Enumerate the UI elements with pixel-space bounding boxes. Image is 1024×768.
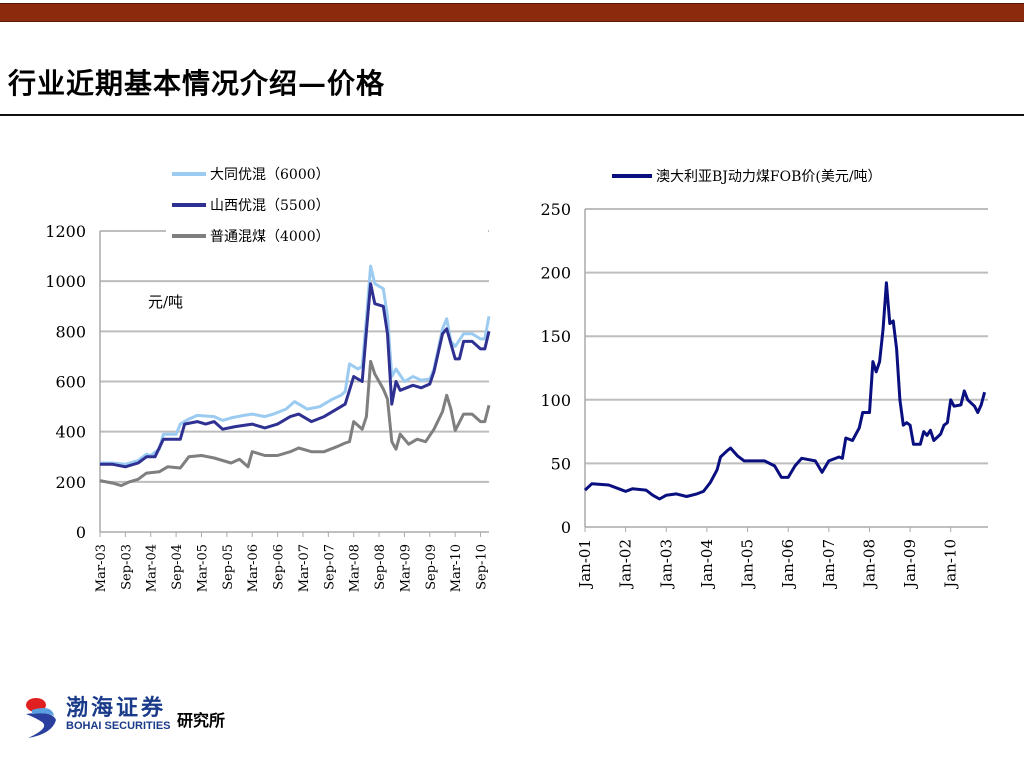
y-tick-label: 200 [55, 473, 86, 492]
series-line-1 [100, 282, 491, 469]
x-tick-label: Jan-07 [820, 539, 838, 590]
y-tick-label: 1200 [45, 222, 86, 241]
x-tick-label: Mar-06 [246, 544, 261, 592]
bohai-securities-logo: 渤海证券 BOHAI SECURITIES 研究所 [22, 690, 252, 740]
page-title: 行业近期基本情况介绍—价格 [8, 67, 386, 100]
y-tick-label: 250 [540, 200, 571, 219]
x-tick-label: Mar-10 [449, 544, 464, 592]
x-tick-label: Jan-06 [779, 539, 797, 590]
x-tick-label: Sep-04 [170, 544, 185, 590]
x-tick-label: Sep-10 [475, 544, 490, 590]
y-tick-label: 400 [55, 423, 86, 442]
y-tick-label: 100 [540, 391, 571, 410]
top-banner [0, 3, 1024, 22]
logo-name-en: BOHAI SECURITIES [66, 720, 171, 732]
logo-institute: 研究所 [177, 711, 226, 730]
y-tick-label: 600 [55, 373, 86, 392]
y-tick-label: 1000 [45, 272, 86, 291]
x-tick-label: Jan-05 [739, 539, 757, 590]
y-tick-label: 200 [540, 264, 571, 283]
series-line-0 [583, 281, 987, 501]
x-tick-label: Mar-09 [398, 544, 413, 592]
x-tick-label: Mar-04 [145, 544, 160, 592]
x-tick-label: Sep-03 [119, 544, 134, 590]
logo-swirl-icon [26, 698, 56, 738]
x-tick-label: Sep-09 [424, 544, 439, 590]
legend-label-2: 普通混煤（4000） [210, 229, 330, 245]
legend-label-1: 山西优混（5500） [210, 198, 330, 214]
x-tick-label: Sep-07 [322, 544, 337, 590]
x-tick-label: Jan-01 [576, 539, 594, 590]
legend-background [166, 160, 488, 248]
x-tick-label: Sep-08 [373, 544, 388, 590]
x-tick-label: Mar-08 [348, 544, 363, 592]
x-tick-label: Sep-06 [272, 544, 287, 590]
x-tick-label: Jan-03 [657, 539, 675, 590]
x-tick-label: Jan-10 [942, 539, 960, 590]
series-line-2 [99, 359, 491, 488]
x-tick-label: Mar-05 [195, 544, 210, 592]
x-tick-label: Jan-04 [698, 539, 716, 590]
x-tick-label: Jan-02 [617, 539, 635, 590]
x-tick-label: Mar-03 [94, 544, 109, 592]
legend-label-0: 澳大利亚BJ动力煤FOB价(美元/吨） [656, 169, 882, 185]
logo-name-cn: 渤海证券 [66, 695, 167, 721]
unit-label: 元/吨 [148, 293, 183, 311]
x-tick-label: Jan-08 [860, 539, 878, 590]
x-tick-label: Jan-09 [901, 539, 919, 590]
y-tick-label: 800 [55, 322, 86, 341]
x-tick-label: Sep-05 [221, 544, 236, 590]
legend-label-0: 大同优混（6000） [210, 167, 330, 183]
title-divider [0, 114, 1024, 116]
y-tick-label: 0 [561, 518, 571, 537]
y-tick-label: 0 [76, 523, 86, 542]
y-tick-label: 50 [551, 454, 571, 473]
y-tick-label: 150 [540, 327, 571, 346]
x-tick-label: Mar-07 [297, 544, 312, 592]
